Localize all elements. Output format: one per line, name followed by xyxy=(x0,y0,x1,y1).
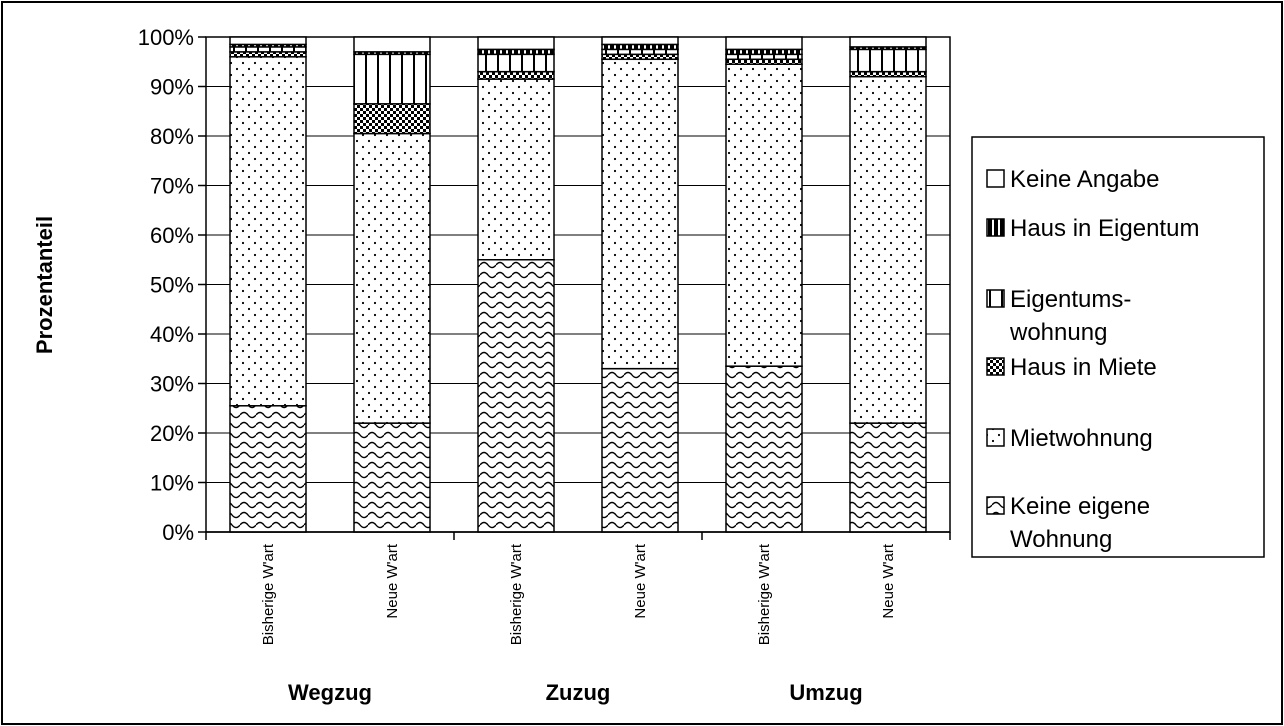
x-category-label: Neue W'art xyxy=(384,543,401,618)
bar-segment xyxy=(725,36,803,51)
x-group-label: Wegzug xyxy=(288,680,372,705)
legend-box xyxy=(971,136,1265,558)
axis-labels: 0% 10% 20% 30% 40% 50% 60% 70% 80% 90% 100% Bisheri… xyxy=(138,25,897,705)
bar-segment xyxy=(353,422,431,533)
bar-segment xyxy=(477,70,555,80)
x-category-label: Bisherige W'art xyxy=(260,543,277,645)
legend-swatch xyxy=(986,496,1005,515)
y-tick-label: 40% xyxy=(150,322,194,347)
legend-swatch xyxy=(986,289,1005,308)
bar-segment xyxy=(477,78,555,261)
y-tick-label: 30% xyxy=(150,372,194,397)
bar-segment xyxy=(353,36,431,53)
bar-segment xyxy=(849,48,927,73)
x-category-label: Neue W'art xyxy=(632,543,649,618)
bar-segment xyxy=(353,132,431,424)
bar-segment xyxy=(229,405,307,533)
legend-entry: wohnung xyxy=(1009,319,1107,346)
bar-segment xyxy=(849,75,927,424)
y-tick-label: 70% xyxy=(150,174,194,199)
legend-entry: Haus in Miete xyxy=(1010,354,1157,381)
legend-entry: Mietwohnung xyxy=(1010,425,1153,452)
y-tick-label: 60% xyxy=(150,223,194,248)
bar-segment xyxy=(353,53,431,105)
x-category-label: Neue W'art xyxy=(880,543,897,618)
y-tick-label: 0% xyxy=(162,520,194,545)
x-group-label: Zuzug xyxy=(546,680,611,705)
gridlines xyxy=(205,36,951,533)
x-category-label: Bisherige W'art xyxy=(756,543,773,645)
y-tick-label: 80% xyxy=(150,124,194,149)
y-tick-label: 10% xyxy=(150,471,194,496)
bar-segment xyxy=(601,367,679,533)
y-tick-label: 20% xyxy=(150,421,194,446)
y-tick-label: 100% xyxy=(138,25,194,50)
bar-segment xyxy=(601,36,679,46)
y-tick-label: 90% xyxy=(150,75,194,100)
bar-segment xyxy=(477,53,555,73)
x-category-label: Bisherige W'art xyxy=(508,543,525,645)
legend-entry: Wohnung xyxy=(1010,526,1112,553)
bar-segment xyxy=(353,103,431,135)
legend-entry: Haus in Eigentum xyxy=(1010,215,1199,242)
y-tick-label: 50% xyxy=(150,273,194,298)
bar-segment xyxy=(725,63,803,367)
bar-segment xyxy=(601,58,679,370)
legend-entry: Eigentums- xyxy=(1010,286,1131,313)
legend-swatch xyxy=(986,357,1005,376)
bars xyxy=(229,36,927,533)
y-axis-title: Prozentanteil xyxy=(32,216,57,354)
legend-swatch xyxy=(986,428,1005,447)
legend-entry: Keine eigene xyxy=(1010,493,1150,520)
bar-segment xyxy=(849,422,927,533)
bar-segment xyxy=(849,36,927,48)
axes xyxy=(198,36,951,540)
bar-segment xyxy=(477,36,555,51)
bar-segment xyxy=(725,365,803,533)
bar-segment xyxy=(229,36,307,46)
legend-swatch xyxy=(986,218,1005,237)
legend-entry: Keine Angabe xyxy=(1010,166,1159,193)
legend-swatch xyxy=(986,169,1005,188)
x-group-label: Umzug xyxy=(789,680,862,705)
bar-segment xyxy=(477,259,555,533)
legend: Keine Angabe Haus in Eigentum Eigentums-wo… xyxy=(971,136,1265,558)
bar-segment xyxy=(229,56,307,407)
